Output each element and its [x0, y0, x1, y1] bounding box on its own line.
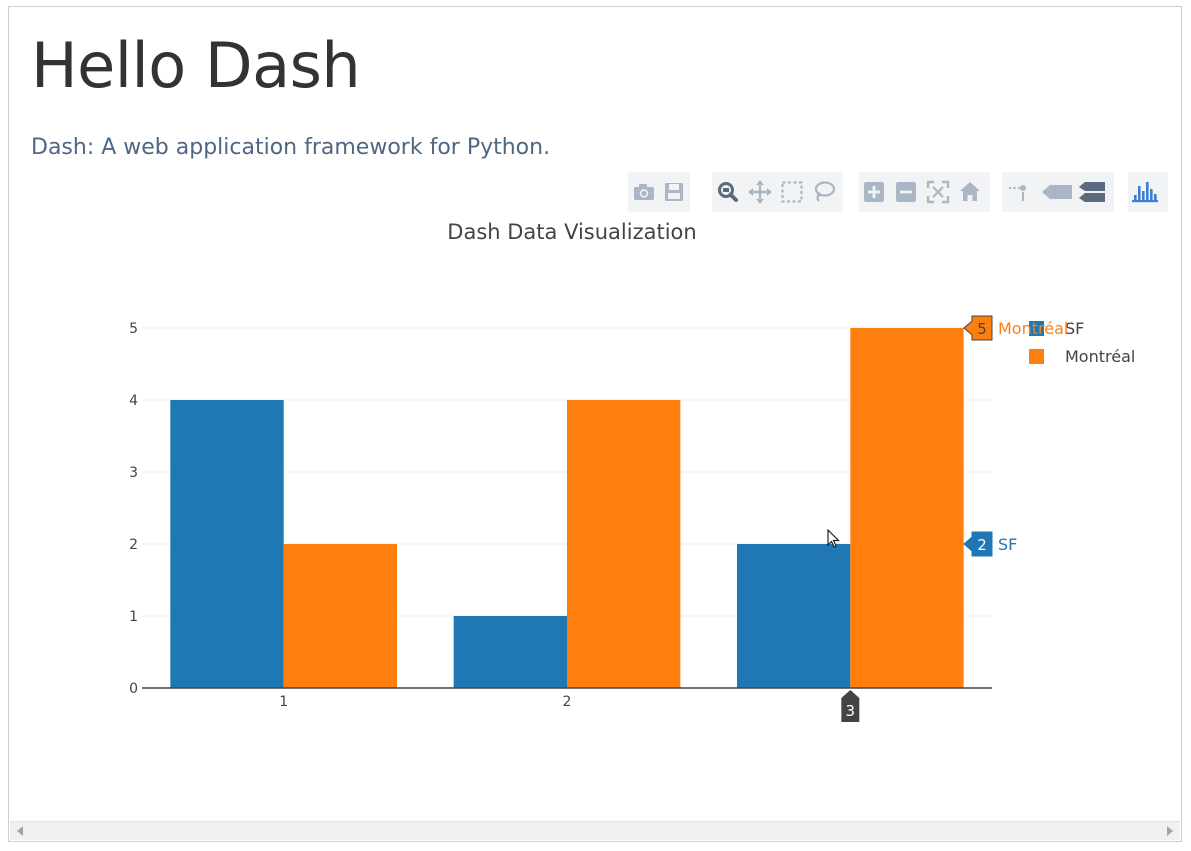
camera-icon: [634, 184, 654, 200]
legend-item-label[interactable]: Montréal: [1065, 347, 1135, 366]
box-select-button[interactable]: [778, 178, 806, 206]
lasso-select-button[interactable]: [810, 178, 838, 206]
y-tick-label: 4: [129, 393, 138, 409]
legend-swatch[interactable]: [1029, 321, 1044, 336]
zoom-icon: [718, 182, 738, 202]
autoscale-button[interactable]: [924, 178, 952, 206]
hover-value: 5: [977, 320, 987, 338]
chart-title: Dash Data Visualization: [447, 220, 696, 244]
y-tick-label: 1: [129, 609, 138, 625]
save-icon: [665, 183, 683, 201]
zoom-in-icon: [864, 182, 884, 202]
horizontal-scrollbar[interactable]: [10, 821, 1180, 840]
scroll-right-arrow-icon[interactable]: [1167, 826, 1173, 836]
y-tick-label: 5: [129, 321, 138, 337]
y-tick-label: 3: [129, 465, 138, 481]
y-tick-label: 0: [129, 681, 138, 697]
bar-chart[interactable]: Dash Data Visualization012345123SFMontré…: [9, 7, 1181, 807]
reset-axes-icon: [960, 182, 980, 201]
pan-button[interactable]: [746, 178, 774, 206]
reset-axes-button[interactable]: [956, 178, 984, 206]
hover-series-name: Montréal: [998, 319, 1068, 338]
mouse-cursor-icon: [827, 528, 841, 553]
legend-swatch[interactable]: [1029, 349, 1044, 364]
page-title: Hello Dash: [31, 29, 361, 102]
toggle-spike-lines-icon: [1009, 185, 1026, 201]
hover-x-label: 3: [841, 690, 860, 722]
show-closest-button[interactable]: [1040, 178, 1074, 206]
hover-x-value: 3: [846, 702, 856, 720]
bar-montreal-3[interactable]: [850, 328, 964, 688]
zoom-in-button[interactable]: [860, 178, 888, 206]
legend-item-label[interactable]: SF: [1065, 319, 1084, 338]
chart-legend[interactable]: SF Montréal: [1029, 319, 1135, 366]
zoom-button[interactable]: [714, 178, 742, 206]
page-subtitle: Dash: A web application framework for Py…: [31, 135, 551, 160]
plotly-logo-icon: [1132, 182, 1158, 203]
hover-label: 2 SF: [963, 531, 1017, 557]
hover-series-name: SF: [998, 535, 1017, 554]
bar-sf-1[interactable]: [170, 400, 284, 688]
modebar-group-1: [628, 172, 690, 212]
toggle-spike-lines-button[interactable]: [1004, 178, 1032, 206]
autoscale-icon: [926, 180, 950, 204]
bar-montreal-1[interactable]: [283, 544, 397, 688]
modebar-group-2: [712, 172, 843, 212]
page-container: Hello Dash Dash: A web application frame…: [8, 6, 1182, 842]
lasso-select-icon: [814, 181, 836, 202]
compare-data-button[interactable]: [1077, 178, 1111, 206]
zoom-out-button[interactable]: [892, 178, 920, 206]
zoom-out-icon: [896, 182, 916, 202]
scroll-left-arrow-icon[interactable]: [17, 826, 23, 836]
hover-value: 2: [977, 536, 987, 554]
box-select-icon: [781, 181, 803, 203]
x-tick-label: 1: [279, 694, 288, 710]
camera-button[interactable]: [630, 178, 658, 206]
modebar-group-4: [1002, 172, 1114, 212]
y-tick-label: 2: [129, 537, 138, 553]
save-button[interactable]: [660, 178, 688, 206]
bar-sf-2[interactable]: [453, 616, 567, 688]
modebar-group-5: [1128, 172, 1168, 212]
modebar-group-3: [859, 172, 990, 212]
pan-icon: [748, 180, 772, 204]
bar-sf-3[interactable]: [737, 544, 851, 688]
compare-data-icon: [1079, 182, 1105, 202]
bar-montreal-2[interactable]: [567, 400, 681, 688]
x-tick-label: 2: [563, 694, 572, 710]
hover-label: 5 Montréal: [963, 315, 1068, 341]
show-closest-icon: [1042, 185, 1072, 199]
plotly-logo-button[interactable]: [1128, 178, 1162, 206]
